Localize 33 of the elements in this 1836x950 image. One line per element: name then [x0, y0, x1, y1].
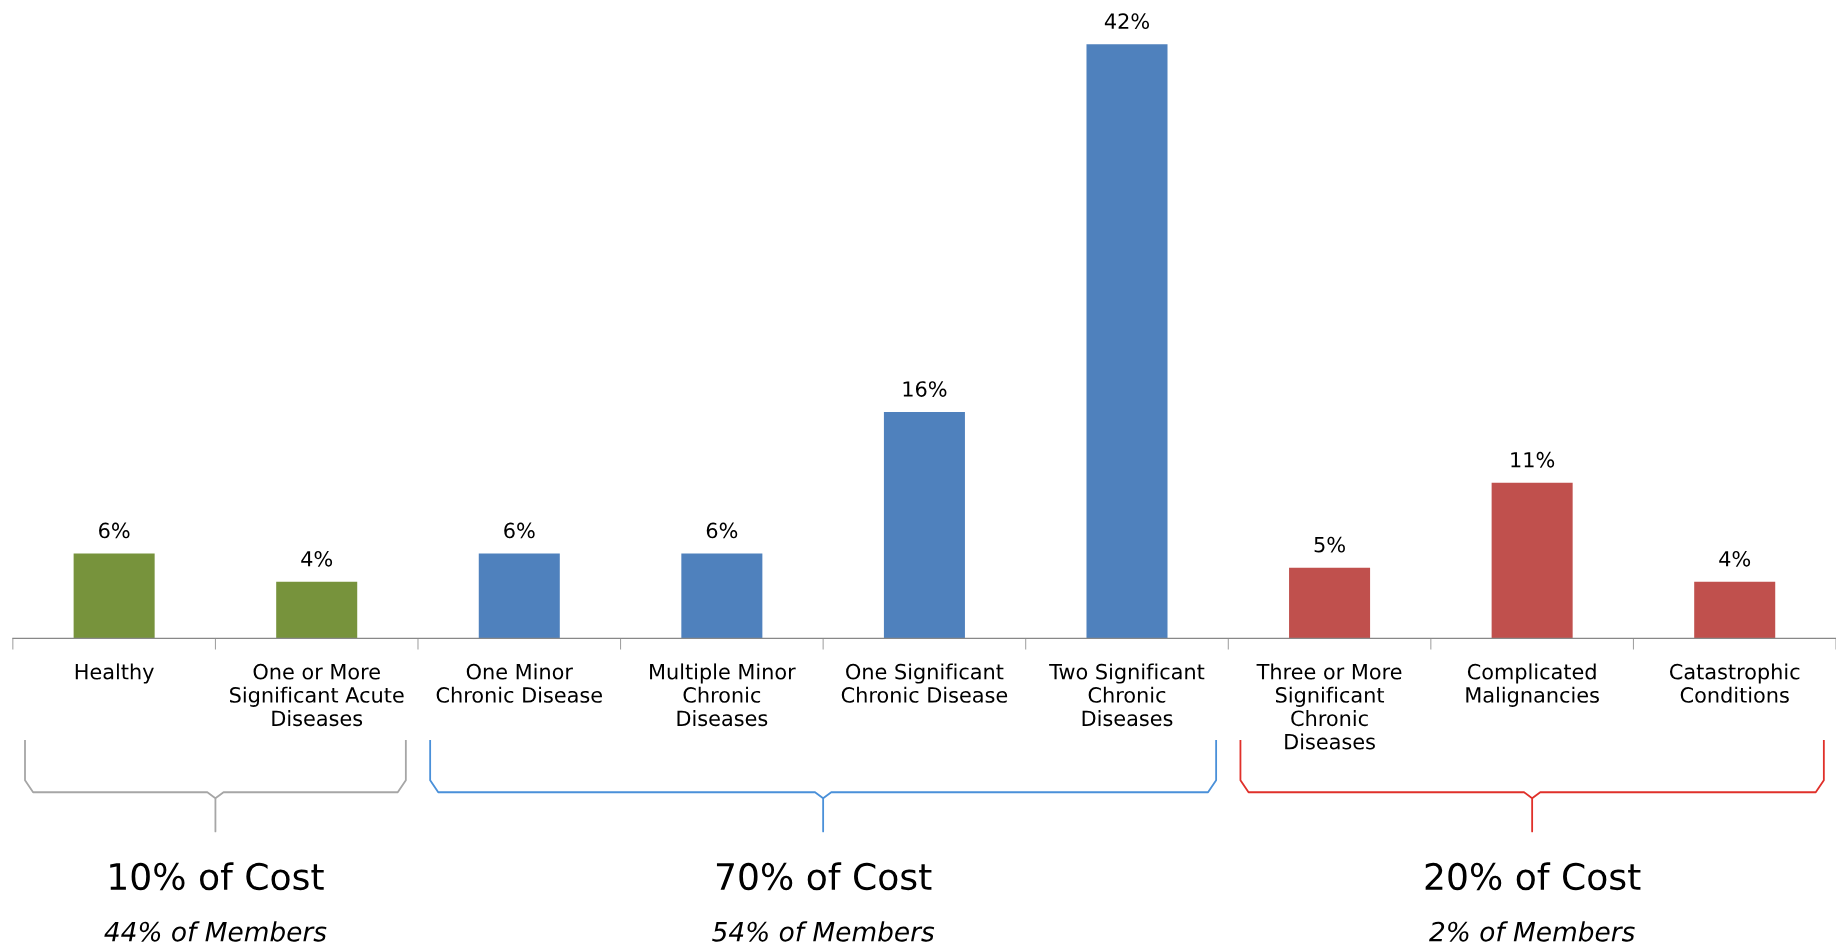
- text: 2% of Members: [1429, 921, 1635, 942]
- bar: [1086, 44, 1168, 639]
- data-label: 16%: [903, 381, 947, 397]
- text: 10% of Cost: [110, 862, 324, 891]
- data-label: 6%: [99, 522, 130, 539]
- text: 20% of Cost: [1425, 862, 1641, 891]
- text: 70% of Cost: [716, 862, 932, 891]
- x-tick-label: Multiple Minor Chronic Diseases: [650, 663, 796, 727]
- bar: [1491, 482, 1573, 639]
- x-tick-label: Three or More Significant Chronic Diseases: [1256, 663, 1402, 750]
- data-label: 6%: [504, 522, 535, 539]
- data-label: 4%: [301, 550, 333, 567]
- bar: [1694, 581, 1776, 639]
- bar: [73, 553, 155, 639]
- data-label: 5%: [1314, 536, 1345, 553]
- text: 44% of Members: [104, 921, 327, 942]
- bar: [276, 581, 358, 639]
- data-label: 42%: [1104, 13, 1149, 30]
- data-label: 6%: [706, 522, 738, 539]
- data-label: 11%: [1511, 451, 1555, 468]
- x-tick-label: Two Significant Chronic Diseases: [1049, 663, 1205, 727]
- bar: [883, 412, 965, 639]
- x-tick-label: One Significant Chronic Disease: [841, 663, 1008, 703]
- x-tick-label: Healthy: [75, 663, 154, 684]
- x-tick-label: Complicated Malignancies: [1466, 663, 1599, 707]
- x-tick-label: One Minor Chronic Disease: [436, 663, 602, 703]
- x-tick-label: Catastrophic Conditions: [1669, 663, 1800, 703]
- text: 54% of Members: [712, 921, 935, 942]
- bar: [681, 553, 763, 639]
- bar: [1289, 567, 1371, 639]
- x-tick-label: One or More Significant Acute Diseases: [230, 663, 404, 727]
- bar: [478, 553, 560, 639]
- data-label: 4%: [1719, 550, 1751, 567]
